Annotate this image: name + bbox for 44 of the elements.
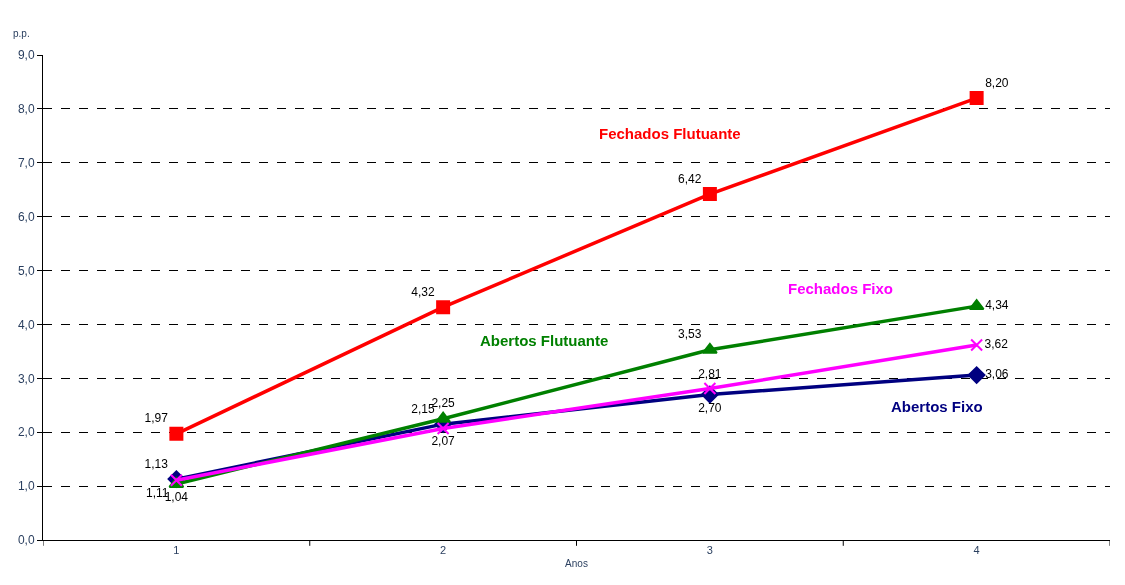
point [436, 300, 451, 315]
y-tick-label: 3,0 [17, 371, 35, 386]
x-tick-label: 2 [440, 544, 447, 557]
y-tick-label: 7,0 [17, 155, 35, 170]
x-tick-label: 1 [173, 544, 180, 557]
point [702, 187, 717, 202]
point [701, 342, 718, 354]
point [435, 411, 452, 423]
data-label: 1,97 [144, 411, 169, 426]
data-label: 3,06 [985, 367, 1009, 382]
text: Fechados Flutuante [599, 125, 741, 142]
data-label: 2,07 [431, 434, 456, 449]
y-tick-label: 2,0 [17, 425, 35, 440]
x-axis-title: Anos [565, 557, 588, 569]
data-label: 3,62 [984, 336, 1009, 351]
y-tick-label: 4,0 [17, 317, 35, 332]
x-tick-label: 4 [973, 544, 980, 557]
data-label: 8,20 [985, 75, 1009, 90]
y-axis-title: p.p. [13, 28, 30, 39]
data-label: 2,15 [411, 401, 435, 416]
y-tick-label: 5,0 [17, 263, 35, 278]
point [970, 338, 984, 352]
point [703, 382, 717, 396]
point [967, 366, 986, 384]
point [968, 299, 985, 311]
x-tick-label: 3 [706, 544, 713, 557]
y-tick-label: 9,0 [17, 48, 35, 63]
point [436, 421, 450, 435]
text: Fechados Fixo [788, 280, 894, 297]
y-tick-label: 0,0 [17, 533, 35, 548]
data-label: 4,32 [411, 284, 435, 299]
series-label: Abertos Flutuante [480, 332, 609, 349]
y-tick-label: 8,0 [17, 102, 35, 117]
series-label: Abertos Fixo [891, 398, 983, 415]
data-label: 2,81 [698, 366, 722, 381]
data-label: 2,70 [698, 401, 722, 415]
point [969, 91, 984, 106]
y-tick-label: 6,0 [17, 209, 35, 224]
point [169, 426, 184, 441]
data-label: 3,53 [678, 327, 702, 342]
y-tick-label: 1,0 [17, 479, 35, 494]
data-label: 1,13 [144, 456, 169, 471]
data-label: 6,42 [678, 171, 702, 186]
data-label: 4,34 [985, 298, 1009, 313]
